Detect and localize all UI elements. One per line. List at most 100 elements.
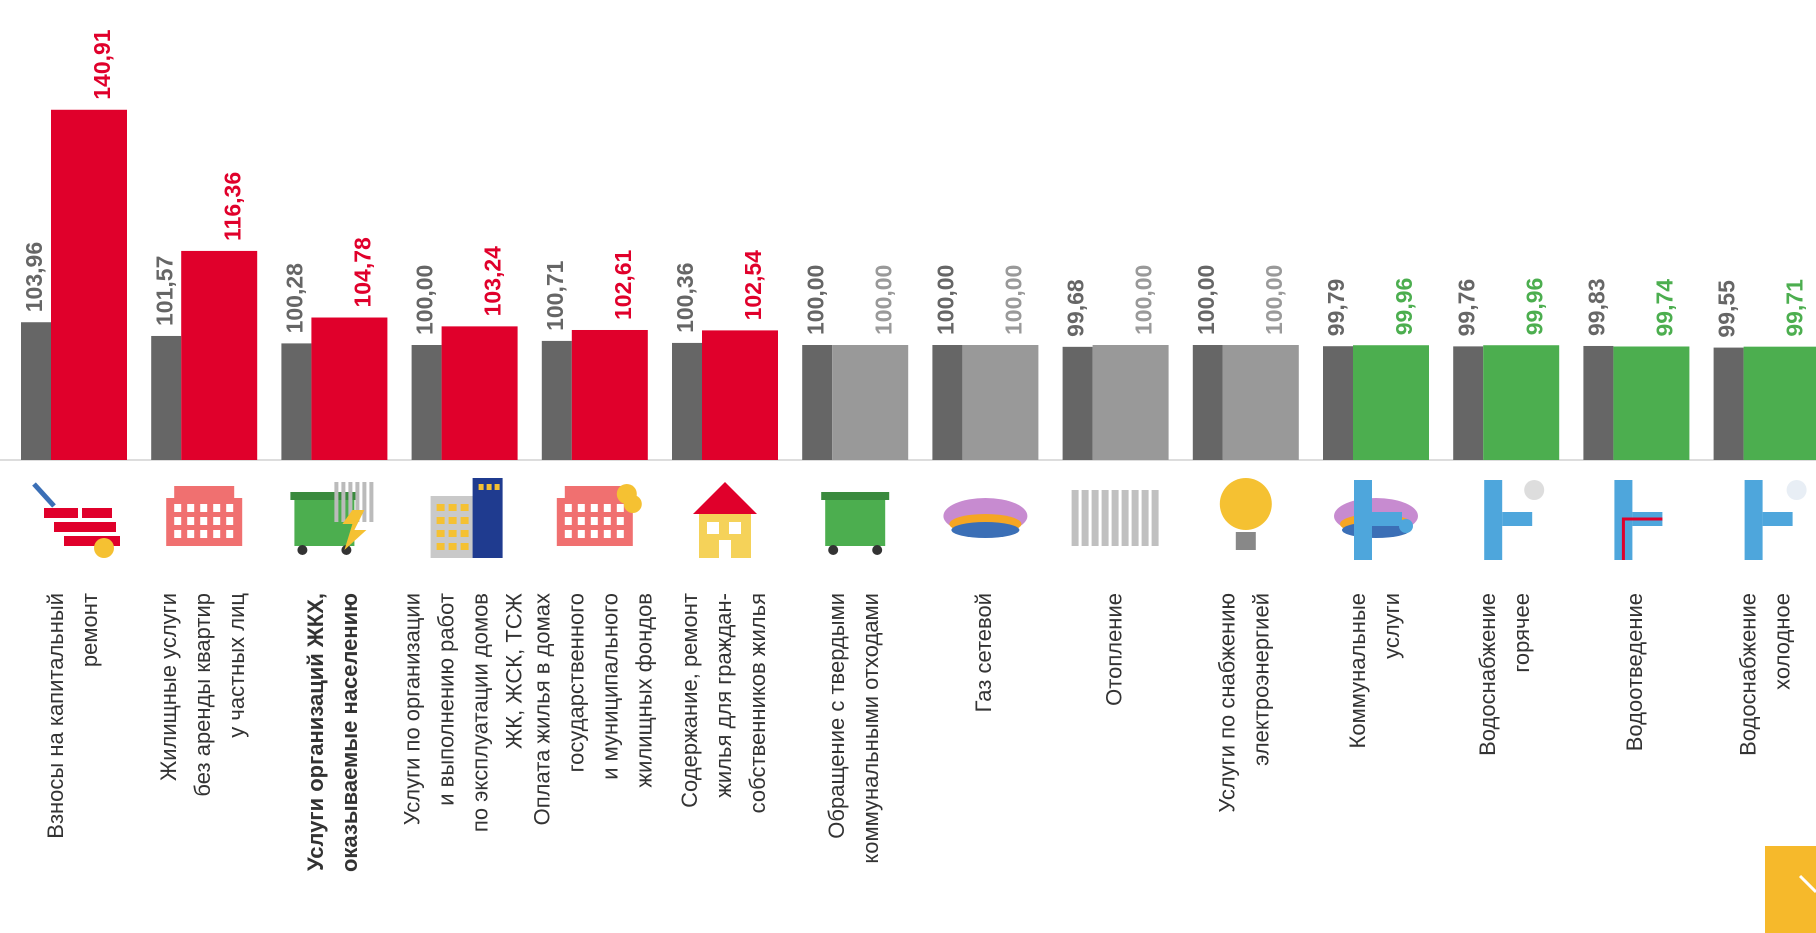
category-label: коммунальными отходами (858, 593, 883, 864)
next-button-bg[interactable] (1765, 846, 1816, 933)
icon-part (591, 530, 598, 538)
category-label: холодное (1769, 593, 1794, 690)
category-label: горячее (1509, 593, 1534, 673)
icon-part (617, 530, 624, 538)
value-label: 100,00 (870, 265, 896, 335)
category-icon (431, 478, 503, 558)
category-icon (1072, 490, 1159, 546)
category-label: Отопление (1101, 593, 1126, 706)
icon-part (200, 504, 207, 512)
category-label: Водоснабжение (1735, 593, 1760, 756)
bar (442, 326, 518, 460)
icon-part (290, 492, 358, 500)
category-label: Газ сетевой (971, 593, 996, 712)
icon-part (213, 517, 220, 525)
icon-part (1745, 480, 1763, 560)
icon-part (297, 545, 307, 555)
category-label: ЖК, ЖСК, ТСЖ (501, 592, 526, 749)
icon-part (495, 484, 500, 490)
category-label: Водоснабжение (1475, 593, 1500, 756)
bar (932, 345, 962, 460)
category-icon (34, 484, 120, 558)
icon-part (1354, 480, 1372, 560)
icon-part (174, 504, 181, 512)
category-icon (943, 498, 1027, 538)
icon-part (565, 517, 572, 525)
icon-part (821, 492, 889, 500)
icon-part (617, 517, 624, 525)
icon-part (1102, 490, 1109, 546)
category-label: Коммунальные (1345, 593, 1370, 748)
bar (1063, 347, 1093, 460)
icon-part (578, 517, 585, 525)
icon-part (872, 545, 882, 555)
category-icon (1220, 478, 1272, 550)
value-label: 140,91 (89, 29, 115, 100)
category-icon (290, 482, 373, 555)
bar (1193, 345, 1223, 460)
value-label: 101,57 (151, 256, 177, 326)
bar (181, 251, 257, 460)
icon-part (200, 530, 207, 538)
icon-part (449, 530, 457, 537)
bar (412, 345, 442, 460)
category-icon (1745, 480, 1807, 560)
category-label: собственников жилья (745, 593, 770, 813)
value-label: 100,00 (932, 265, 958, 335)
icon-part (591, 504, 598, 512)
icon-part (187, 530, 194, 538)
value-label: 104,78 (349, 237, 375, 308)
icon-part (1072, 490, 1079, 546)
icon-part (1220, 478, 1272, 530)
icon-part (565, 530, 572, 538)
category-label: ремонт (77, 593, 102, 667)
icon-part (437, 543, 445, 550)
bar (1714, 348, 1744, 460)
icon-part (578, 504, 585, 512)
value-label: 99,68 (1063, 279, 1089, 337)
icon-part (34, 484, 54, 506)
icon-part (341, 482, 345, 522)
icon-part (44, 508, 78, 518)
icon-part (707, 522, 719, 534)
next-button[interactable] (1765, 846, 1816, 933)
category-icon (821, 492, 889, 555)
value-label: 100,00 (1000, 265, 1026, 335)
bar (572, 330, 648, 460)
icon-part (437, 517, 445, 524)
bar (962, 345, 1038, 460)
icon-part (213, 530, 220, 538)
category-label: электроэнергией (1249, 593, 1274, 766)
category-label: Водоотведение (1622, 593, 1647, 751)
icon-part (82, 508, 112, 518)
icon-part (693, 482, 757, 514)
bar (1453, 346, 1483, 460)
icon-part (719, 540, 731, 558)
bar (281, 343, 311, 460)
bar (1223, 345, 1299, 460)
icon-part (578, 530, 585, 538)
bar (1483, 345, 1559, 460)
value-label: 99,83 (1583, 278, 1609, 336)
value-label: 99,96 (1391, 278, 1417, 336)
icon-part (565, 504, 572, 512)
category-label: жилья для граждан- (711, 593, 736, 798)
icon-part (1484, 480, 1502, 560)
category-label: жилищных фондов (632, 593, 657, 788)
bar (702, 330, 778, 460)
icon-part (479, 484, 484, 490)
icon-part (604, 517, 611, 525)
icon-part (1524, 480, 1544, 500)
value-label: 100,00 (1131, 265, 1157, 335)
icon-part (825, 500, 885, 546)
icon-part (591, 517, 598, 525)
icon-part (449, 543, 457, 550)
icon-part (226, 530, 233, 538)
icon-part (1236, 532, 1256, 550)
value-label: 102,54 (740, 250, 766, 321)
page: 103,96140,91Взносы на капитальныйремонт1… (0, 0, 1816, 933)
bar (672, 343, 702, 460)
icon-part (187, 504, 194, 512)
bar (802, 345, 832, 460)
bar (1744, 347, 1816, 460)
